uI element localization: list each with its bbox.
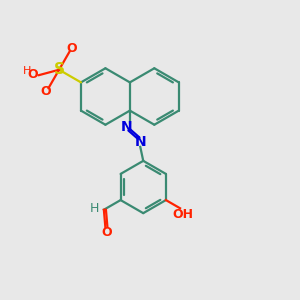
Text: O: O — [67, 42, 77, 55]
Text: H: H — [90, 202, 99, 215]
Text: H: H — [23, 66, 31, 76]
Text: OH: OH — [172, 208, 194, 221]
Text: O: O — [28, 68, 38, 81]
Text: N: N — [121, 120, 132, 134]
Text: O: O — [101, 226, 112, 239]
Text: O: O — [41, 85, 51, 98]
Text: S: S — [54, 62, 64, 77]
Text: N: N — [134, 135, 146, 149]
